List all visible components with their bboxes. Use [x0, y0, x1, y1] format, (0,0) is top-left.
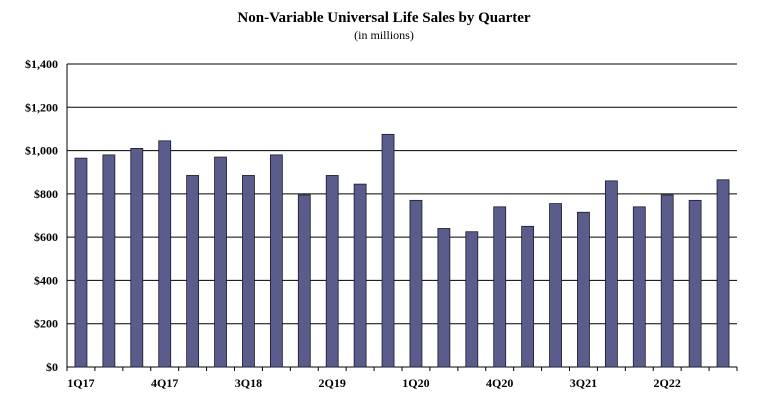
bar-1q19 [297, 194, 311, 368]
bar-3q18 [242, 175, 255, 368]
y-tick-label: $1,200 [25, 100, 58, 114]
bar-4q17 [158, 140, 172, 368]
bar-4q18 [269, 154, 283, 368]
bar-2q21 [549, 203, 562, 368]
y-tick-label: $400 [34, 273, 58, 287]
bar-2q20 [437, 228, 451, 368]
chart-title: Non-Variable Universal Life Sales by Qua… [237, 10, 531, 26]
bar-2q19 [325, 175, 339, 368]
x-tick-label: 4Q20 [486, 376, 513, 390]
x-tick-label: 4Q17 [151, 376, 178, 390]
bar-3q20 [465, 231, 479, 368]
bar-1q18 [186, 175, 200, 368]
bar-4q20 [493, 206, 507, 368]
y-tick-label: $1,400 [25, 57, 58, 71]
bar-2q22 [660, 194, 674, 368]
x-tick-label: 1Q17 [67, 376, 94, 390]
y-tick-label: $200 [34, 317, 58, 331]
x-tick-label: 3Q21 [570, 376, 597, 390]
bar-1q21 [521, 225, 535, 368]
bar-2q17 [102, 154, 116, 368]
bar-4q19 [381, 133, 395, 368]
bar-3q17 [130, 148, 144, 368]
bar-1q17 [74, 157, 88, 368]
y-tick-label: $600 [34, 230, 58, 244]
bar-4q22 [716, 179, 730, 368]
bar-3q21 [577, 211, 590, 368]
chart-subtitle: (in millions) [354, 28, 414, 42]
bar-1q20 [409, 199, 423, 368]
bar-3q19 [353, 183, 367, 368]
y-tick-label: $800 [34, 187, 58, 201]
bar-1q22 [632, 206, 646, 368]
bar-2q18 [214, 156, 227, 368]
bar-4q21 [604, 180, 618, 368]
bar-3q22 [688, 199, 702, 368]
x-tick-label: 3Q18 [235, 376, 262, 390]
x-tick-label: 2Q22 [654, 376, 681, 390]
x-tick-label: 2Q19 [319, 376, 346, 390]
x-tick-label: 1Q20 [402, 376, 429, 390]
y-tick-label: $1,000 [25, 144, 58, 158]
y-tick-label: $0 [46, 360, 58, 374]
